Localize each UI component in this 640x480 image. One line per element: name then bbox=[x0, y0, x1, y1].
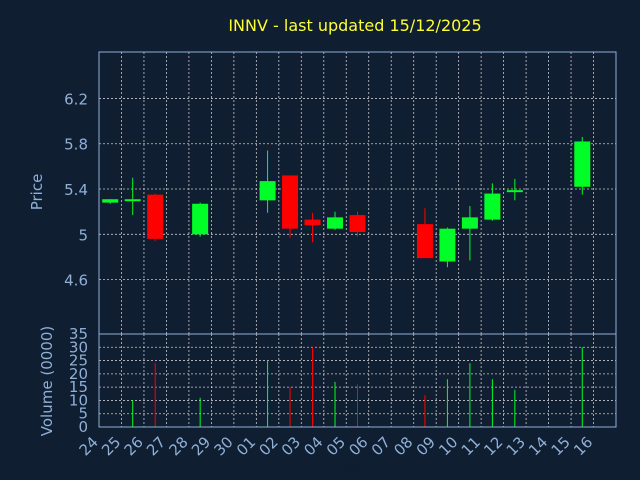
volume-tick-label: 5 bbox=[78, 405, 88, 423]
volume-tick-label: 20 bbox=[69, 365, 88, 383]
price-axis-label: Price bbox=[28, 174, 46, 211]
price-tick-label: 6.2 bbox=[64, 90, 88, 108]
volume-tick-label: 30 bbox=[69, 338, 88, 356]
candle-body bbox=[147, 194, 164, 239]
candle-body bbox=[259, 181, 276, 201]
x-axis-label: Day bbox=[334, 459, 362, 475]
candle-body bbox=[304, 219, 321, 226]
volume-tick-label: 25 bbox=[69, 352, 88, 370]
price-tick-label: 5.4 bbox=[64, 181, 88, 199]
candle-body bbox=[461, 217, 478, 229]
candle-body bbox=[102, 199, 119, 203]
candle-body bbox=[416, 224, 433, 259]
candle-body bbox=[439, 228, 456, 262]
price-tick-label: 5 bbox=[78, 226, 88, 244]
price-tick-label: 5.8 bbox=[64, 136, 88, 154]
candle-body bbox=[349, 215, 366, 233]
x-tick-labels: 2425262728293001020304050607080910111213… bbox=[76, 433, 597, 459]
chart-title: INNV - last updated 15/12/2025 bbox=[228, 16, 481, 35]
volume-tick-label: 0 bbox=[78, 418, 88, 436]
volume-tick-label: 15 bbox=[69, 378, 88, 396]
price-gridlines bbox=[99, 52, 616, 334]
price-tick-label: 4.6 bbox=[64, 272, 88, 290]
volume-series bbox=[132, 347, 583, 427]
volume-gridlines bbox=[99, 333, 616, 428]
candle-body bbox=[327, 217, 344, 229]
candle-body bbox=[282, 175, 299, 229]
candle-series bbox=[102, 136, 591, 268]
candle-body bbox=[506, 190, 523, 193]
candle-body bbox=[192, 203, 209, 235]
candle-body bbox=[574, 141, 591, 187]
price-tick-labels: 4.6 5 5.4 5.8 6.2 bbox=[64, 90, 88, 289]
volume-tick-label: 10 bbox=[69, 391, 88, 409]
candle-body bbox=[124, 199, 141, 202]
volume-tick-label: 35 bbox=[69, 325, 88, 343]
volume-axis-label: Volume (0000) bbox=[38, 326, 56, 436]
volume-plot-frame bbox=[98, 333, 617, 428]
candle-body bbox=[484, 193, 501, 220]
